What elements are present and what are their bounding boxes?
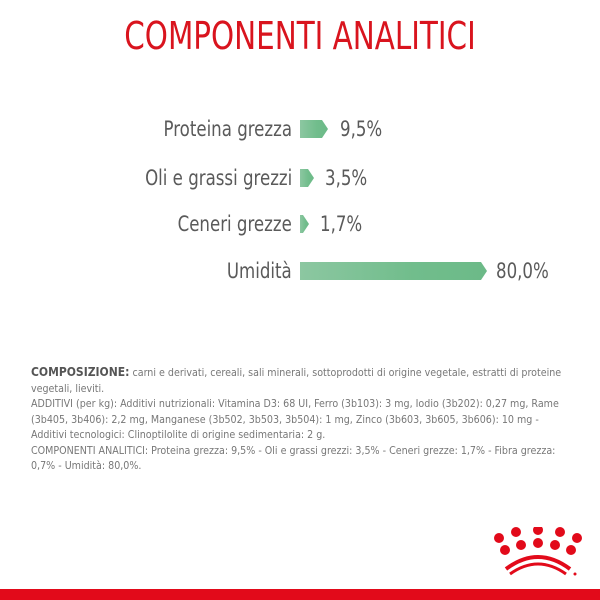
row-label: Ceneri grezze — [177, 212, 292, 236]
chart-row-ash: Ceneri grezze 1,7% — [0, 209, 600, 239]
analytical-components-chart: Proteina grezza 9,5% Oli e grassi grezzi… — [0, 114, 600, 286]
chart-row-fats: Oli e grassi grezzi 3,5% — [0, 163, 600, 193]
row-value: 80,0% — [496, 259, 549, 283]
bar-protein — [300, 120, 328, 138]
bar-ash — [300, 215, 309, 233]
row-label: Umidità — [227, 259, 292, 283]
royal-canin-crown-icon — [492, 525, 584, 579]
chart-row-moisture: Umidità 80,0% — [0, 256, 600, 286]
footer-red-bar — [0, 589, 600, 600]
bar-fats — [300, 169, 314, 187]
chart-row-protein: Proteina grezza 9,5% — [0, 114, 600, 144]
additives-paragraph: ADDITIVI (per kg): Additivi nutrizionali… — [31, 398, 559, 441]
row-label: Oli e grassi grezzi — [144, 166, 292, 190]
analytical-paragraph: COMPONENTI ANALITICI: Proteina grezza: 9… — [31, 444, 556, 473]
row-value: 9,5% — [340, 117, 383, 141]
row-label: Proteina grezza — [163, 117, 292, 141]
ingredients-text: carni e derivati, cereali, sali minerali… — [31, 367, 562, 395]
ingredients-paragraph: COMPOSIZIONE: carni e derivati, cereali,… — [31, 365, 571, 397]
row-value: 3,5% — [325, 166, 368, 190]
bar-moisture — [300, 262, 487, 280]
page-title: COMPONENTI ANALITICI — [124, 14, 476, 58]
composition-heading: COMPOSIZIONE: — [31, 365, 130, 379]
composition-text: COMPOSIZIONE: carni e derivati, cereali,… — [31, 365, 571, 475]
row-value: 1,7% — [320, 212, 363, 236]
